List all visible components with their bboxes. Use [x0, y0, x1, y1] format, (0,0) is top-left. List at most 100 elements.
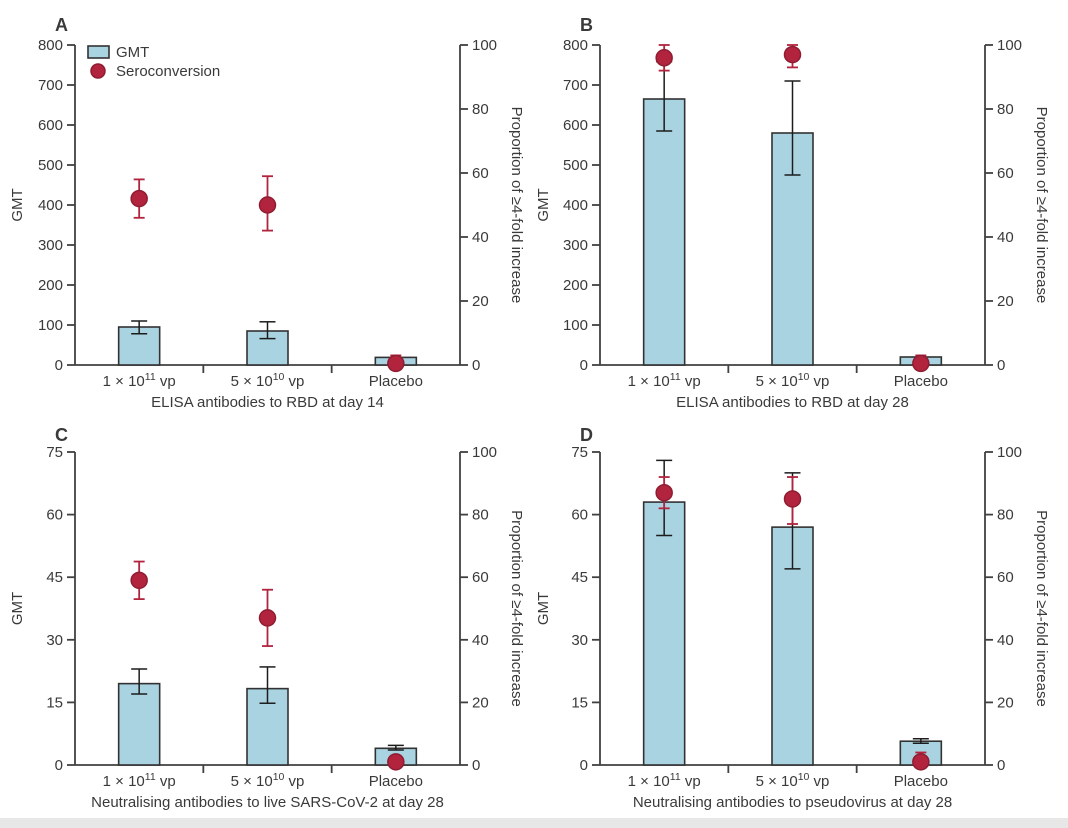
left-tick-label: 500 [563, 157, 588, 174]
panel-b-chart: B 0 100 200 300 400 500 600 700 800 GMT 0 20 40 60 80 10… [535, 15, 1050, 411]
x-axis-title: ELISA antibodies to RBD at day 14 [151, 394, 384, 411]
category-label: 1 × 1011 vp [628, 771, 701, 790]
right-tick-label: 40 [997, 229, 1014, 246]
right-tick-label: 20 [472, 293, 489, 310]
left-tick-label: 600 [38, 117, 63, 134]
panel-a: A 0 100 200 300 400 500 600 700 800 GMT 0 20 40 60 80 10… [0, 0, 534, 414]
left-tick-label: 60 [46, 507, 63, 524]
category-label: 5 × 1010 vp [231, 771, 305, 790]
left-tick-label: 400 [38, 197, 63, 214]
right-tick-label: 60 [472, 165, 489, 182]
gmt-bar [642, 501, 686, 766]
right-axis-title: Proportion of ≥4-fold increase [1033, 107, 1050, 304]
left-tick-label: 45 [46, 569, 63, 586]
left-tick-label: 800 [38, 37, 63, 54]
left-tick-label: 600 [563, 117, 588, 134]
right-tick-label: 80 [997, 507, 1014, 524]
left-tick-label: 0 [55, 757, 63, 774]
right-tick-label: 20 [472, 694, 489, 711]
panel-d: D 0 15 30 45 60 75 GMT 0 20 40 60 80 100 Proportion of… [534, 414, 1068, 828]
panel-c-chart: C 0 15 30 45 60 75 GMT 0 20 40 60 80 100 Proportion of… [9, 425, 525, 811]
left-tick-label: 15 [571, 694, 588, 711]
left-tick-label: 200 [38, 277, 63, 294]
left-tick-label: 300 [563, 237, 588, 254]
seroconversion-point [258, 609, 277, 627]
category-label: 5 × 1010 vp [231, 371, 305, 390]
category-label: 1 × 1011 vp [103, 371, 176, 390]
left-tick-label: 100 [38, 317, 63, 334]
left-tick-label: 300 [38, 237, 63, 254]
seroconversion-point [130, 571, 148, 590]
right-axis-title: Proportion of ≥4-fold increase [508, 107, 525, 304]
left-tick-label: 30 [46, 632, 63, 649]
right-tick-label: 80 [997, 101, 1014, 118]
legend-dot-swatch [90, 63, 106, 79]
left-axis-title: GMT [535, 592, 552, 625]
seroconversion-point [655, 483, 673, 502]
seroconversion-point [655, 49, 673, 67]
right-tick-label: 0 [997, 757, 1005, 774]
left-axis-title: GMT [9, 592, 26, 625]
left-tick-label: 200 [563, 277, 588, 294]
legend-bar-swatch [87, 45, 110, 59]
panel-d-chart: D 0 15 30 45 60 75 GMT 0 20 40 60 80 100 Proportion of… [535, 425, 1050, 811]
seroconversion-point [258, 196, 277, 214]
legend-label-seroconversion: Seroconversion [116, 63, 220, 80]
right-tick-label: 20 [997, 694, 1014, 711]
left-tick-label: 0 [55, 357, 63, 374]
panel-letter: C [55, 425, 68, 445]
right-tick-label: 80 [472, 101, 489, 118]
seroconversion-point [912, 753, 930, 771]
left-axis-title: GMT [535, 188, 552, 221]
left-tick-label: 60 [571, 507, 588, 524]
right-tick-label: 80 [472, 507, 489, 524]
panel-c: C 0 15 30 45 60 75 GMT 0 20 40 60 80 100 Proportion of… [0, 414, 534, 828]
left-tick-label: 0 [580, 357, 588, 374]
panel-letter: A [55, 15, 68, 35]
category-label: 5 × 1010 vp [756, 371, 830, 390]
left-tick-label: 75 [46, 444, 63, 461]
left-tick-label: 700 [563, 77, 588, 94]
gmt-bar [642, 98, 686, 366]
seroconversion-point [130, 189, 148, 208]
panel-letter: B [580, 15, 593, 35]
bottom-edge-strip [0, 818, 1068, 828]
left-axis-title: GMT [9, 188, 26, 221]
category-label: Placebo [894, 373, 948, 390]
right-tick-label: 0 [997, 357, 1005, 374]
right-tick-label: 40 [997, 632, 1014, 649]
right-tick-label: 0 [472, 757, 480, 774]
seroconversion-point [783, 45, 802, 64]
x-axis-title: Neutralising antibodies to pseudovirus a… [633, 794, 952, 811]
category-label: 1 × 1011 vp [628, 371, 701, 390]
left-tick-label: 400 [563, 197, 588, 214]
left-tick-label: 30 [571, 632, 588, 649]
right-tick-label: 100 [997, 444, 1022, 461]
category-label: Placebo [894, 773, 948, 790]
seroconversion-point [387, 354, 405, 373]
right-tick-label: 100 [472, 444, 497, 461]
legend-label-gmt: GMT [116, 44, 149, 61]
left-tick-label: 75 [571, 444, 588, 461]
right-tick-label: 40 [472, 229, 489, 246]
x-axis-title: Neutralising antibodies to live SARS-CoV… [91, 794, 444, 811]
left-tick-label: 100 [563, 317, 588, 334]
right-tick-label: 20 [997, 293, 1014, 310]
seroconversion-point [912, 354, 930, 373]
gmt-bar [117, 682, 161, 766]
right-tick-label: 60 [997, 165, 1014, 182]
seroconversion-point [387, 753, 405, 771]
left-tick-label: 700 [38, 77, 63, 94]
x-axis-title: ELISA antibodies to RBD at day 28 [676, 394, 909, 411]
left-tick-label: 45 [571, 569, 588, 586]
right-tick-label: 60 [997, 569, 1014, 586]
panel-letter: D [580, 425, 593, 445]
category-label: Placebo [369, 773, 423, 790]
category-label: 1 × 1011 vp [103, 771, 176, 790]
left-tick-label: 0 [580, 757, 588, 774]
right-tick-label: 40 [472, 632, 489, 649]
right-axis-title: Proportion of ≥4-fold increase [508, 510, 525, 707]
right-tick-label: 60 [472, 569, 489, 586]
panel-a-chart: A 0 100 200 300 400 500 600 700 800 GMT 0 20 40 60 80 10… [9, 15, 525, 411]
